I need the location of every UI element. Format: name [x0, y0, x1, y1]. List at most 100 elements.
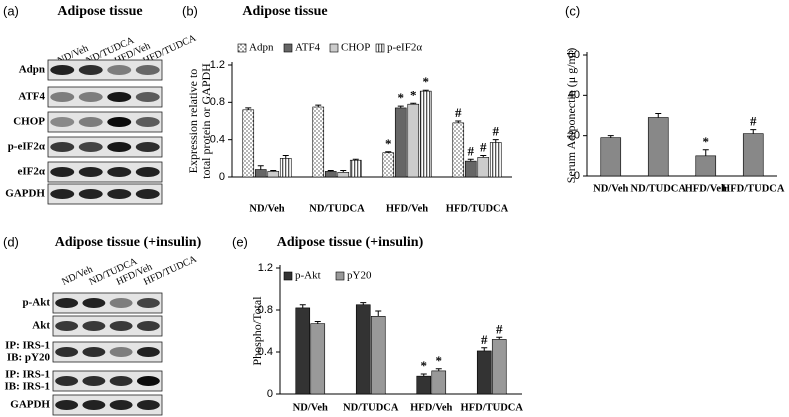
blot-strip [47, 161, 163, 183]
error-bar [481, 347, 488, 351]
legend-swatch [283, 271, 293, 281]
error-bar [257, 165, 264, 170]
blot-band [135, 167, 160, 177]
y-tick-label: 40 [568, 89, 580, 101]
bar [489, 142, 502, 178]
blot-strip [47, 136, 163, 158]
legend-label: CHOP [341, 42, 370, 54]
bar [394, 107, 407, 178]
legend-label: ATF4 [295, 42, 321, 54]
blot-band [136, 376, 160, 386]
y-tick-label: 0 [267, 388, 273, 400]
bar [419, 90, 432, 178]
error-bar [245, 107, 252, 110]
bar [452, 122, 465, 178]
y-tick-label: 0.4 [258, 346, 273, 358]
error-bar [385, 151, 392, 153]
bar [355, 304, 371, 395]
blot-strip [47, 86, 163, 108]
blot-band [78, 92, 103, 102]
error-bar [435, 368, 442, 371]
bar [310, 323, 326, 395]
blot-band [50, 189, 75, 199]
blot-band [136, 298, 160, 308]
blot-band [50, 167, 75, 177]
panel-label: (b) [182, 3, 198, 18]
blot-band [107, 167, 132, 177]
error-bar [327, 169, 334, 172]
row-label: p-Akt [22, 297, 50, 309]
panel-label: (a) [3, 3, 19, 18]
blot-band [135, 117, 160, 127]
y-tick-label: 1.2 [210, 59, 225, 71]
error-bar [397, 105, 404, 108]
significance-mark: * [410, 87, 417, 102]
blot-band [82, 376, 106, 386]
legend-swatch [335, 271, 345, 281]
significance-mark: * [423, 74, 430, 89]
error-bar [422, 89, 429, 92]
y-tick-label: 0 [219, 171, 225, 183]
legend-label: p-Akt [295, 270, 321, 282]
bar [695, 155, 717, 177]
row-label: CHOP [13, 116, 45, 128]
blot-strip [52, 394, 163, 416]
bar [312, 106, 325, 178]
error-bar [299, 304, 306, 308]
chart-title: Adipose tissue [242, 4, 327, 19]
significance-mark: # [750, 114, 757, 129]
error-bar [375, 310, 382, 317]
bar [337, 172, 350, 178]
blot-band [78, 142, 103, 152]
blot-band [109, 321, 133, 331]
blot-band [109, 400, 133, 410]
x-tick-label: ND/Veh [249, 203, 284, 214]
significance-mark: # [468, 143, 475, 158]
legend-swatch [283, 43, 293, 53]
blot-band [50, 117, 75, 127]
error-bar [496, 336, 503, 340]
blot-band [50, 92, 75, 102]
blot-band [78, 189, 103, 199]
blot-band [78, 117, 103, 127]
blot-band [82, 400, 106, 410]
x-tick-label: ND/TUDCA [343, 402, 399, 413]
error-bar [352, 158, 359, 161]
blot-band [107, 92, 132, 102]
blot-band [82, 321, 106, 331]
chart-title: Adipose tissue (+insulin) [277, 235, 424, 250]
x-tick-label: ND/Veh [293, 402, 328, 413]
significance-mark: * [421, 358, 428, 373]
bar [267, 171, 280, 178]
error-bar [702, 149, 709, 156]
bar [416, 375, 432, 395]
panel-label: (e) [232, 234, 248, 249]
significance-mark: # [493, 124, 500, 139]
error-bar [492, 139, 499, 143]
x-tick-label: HFD/TUDCA [446, 203, 509, 214]
x-tick-label: HFD/Veh [410, 402, 452, 413]
blot-strip [47, 183, 163, 205]
panel-label: (c) [565, 3, 580, 18]
bar [382, 152, 395, 178]
blot-title: Adipose tissue [57, 4, 142, 19]
error-bar [420, 373, 427, 377]
blot-title: Adipose tissue (+insulin) [55, 235, 202, 250]
significance-mark: # [496, 321, 503, 336]
blot-band [135, 142, 160, 152]
error-bar [315, 104, 322, 107]
blot-band [78, 65, 103, 75]
row-label: IP: IRS-1 [5, 340, 50, 352]
blot-band [135, 92, 160, 102]
blot-band [107, 65, 132, 75]
row-label: IP: IRS-1 [5, 369, 50, 381]
row-label: GAPDH [5, 188, 45, 200]
significance-mark: * [703, 134, 710, 149]
x-tick-label: HFD/Veh [685, 183, 727, 194]
error-bar [314, 321, 321, 324]
significance-mark: # [455, 105, 462, 120]
y-tick-label: 0.8 [210, 96, 225, 108]
bar [491, 339, 507, 395]
y-tick-label: 0.8 [258, 304, 273, 316]
error-bar [655, 112, 662, 118]
